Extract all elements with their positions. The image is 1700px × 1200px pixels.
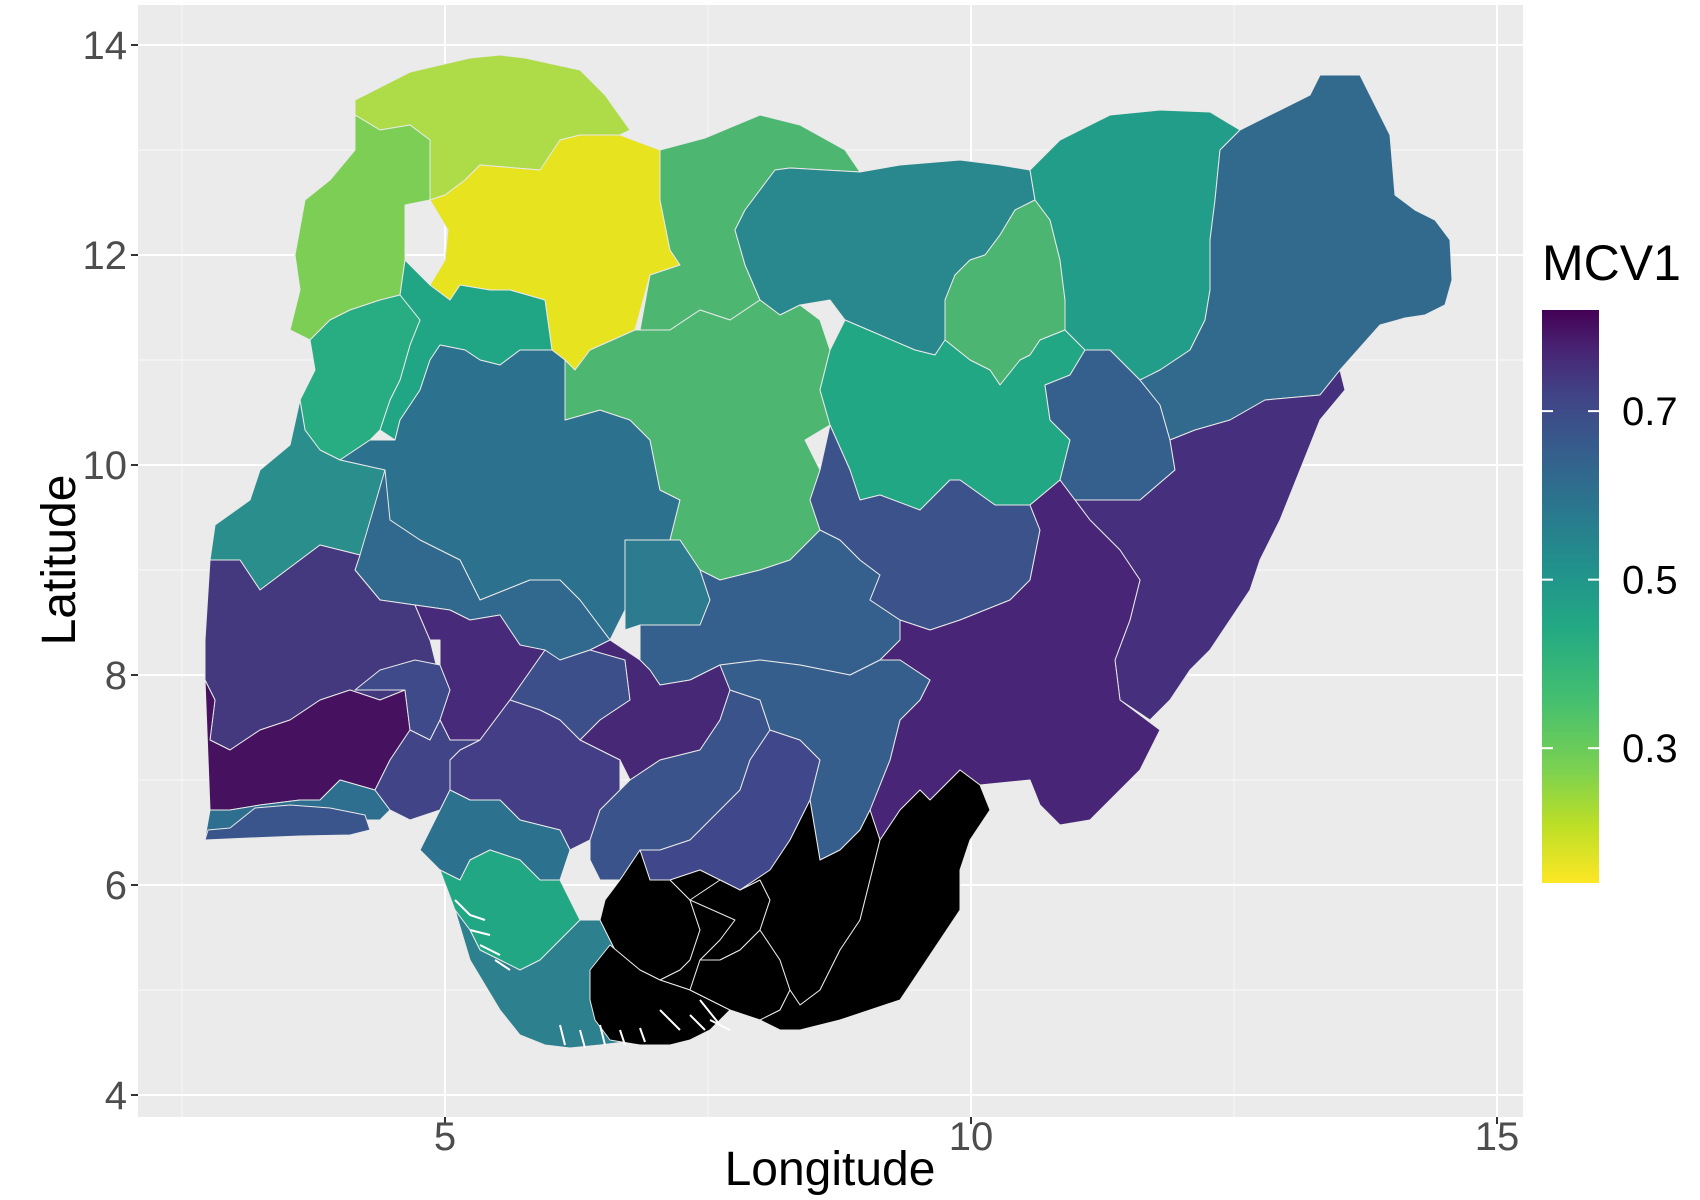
y-tick-label: 14 [83, 24, 128, 68]
y-axis-title: Latitude [33, 475, 86, 646]
x-tick-label: 5 [434, 1115, 456, 1159]
region-edo-north [374, 719, 481, 821]
legend-colorbar [1542, 310, 1599, 883]
y-tick-label: 10 [83, 444, 128, 488]
x-tick-label: 15 [1475, 1115, 1520, 1159]
y-axis: 4 6 8 10 12 14 [83, 24, 138, 1118]
region-kaduna [564, 299, 831, 581]
state-regions [204, 54, 1453, 1049]
region-lagos [204, 804, 371, 841]
legend-title: MCV1 [1542, 235, 1681, 291]
x-axis: 5 10 15 [434, 1115, 1519, 1159]
x-axis-title: Longitude [725, 1143, 936, 1196]
y-tick-label: 6 [105, 864, 127, 908]
legend-tick-label: 0.5 [1622, 559, 1678, 603]
y-tick-label: 4 [105, 1074, 127, 1118]
x-tick-label: 10 [949, 1115, 994, 1159]
y-tick-label: 12 [83, 234, 128, 278]
region-cross-river [759, 769, 991, 1031]
legend-tick-label: 0.3 [1622, 727, 1678, 771]
delta-creeks [454, 899, 731, 1049]
legend-tick-label: 0.7 [1622, 390, 1678, 434]
legend: MCV1 0.3 0.5 0.7 [1542, 235, 1681, 883]
y-tick-label: 8 [105, 654, 127, 698]
